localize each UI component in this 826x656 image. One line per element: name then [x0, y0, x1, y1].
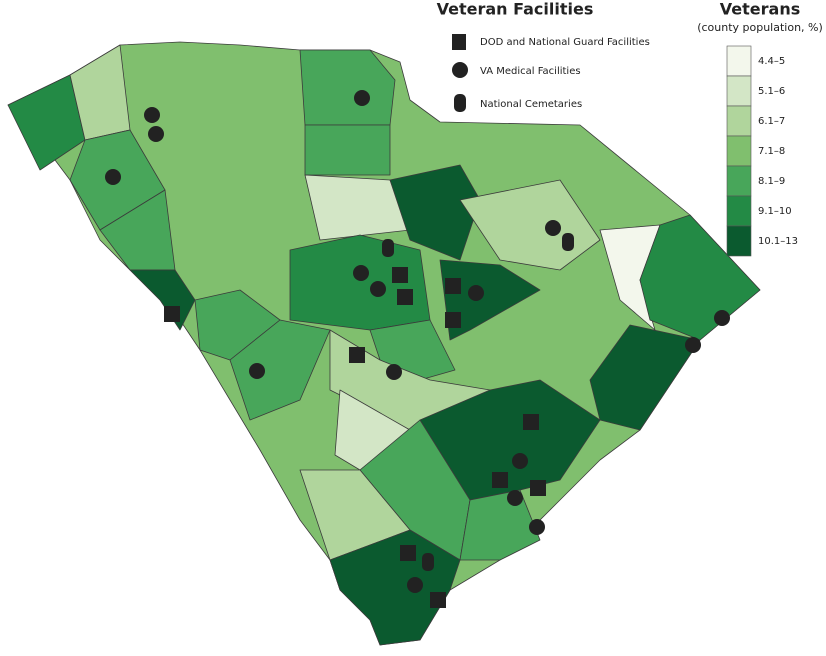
legend-title: Veterans	[720, 0, 800, 19]
county	[299, 49, 396, 126]
county	[289, 234, 431, 331]
dod-icon	[400, 545, 416, 561]
legend-label: 4.4–5	[758, 56, 785, 67]
legend-label: 10.1–13	[758, 236, 798, 247]
state-map	[7, 41, 761, 646]
dod-icon	[452, 34, 466, 50]
legend-title: Veteran Facilities	[437, 0, 594, 19]
county	[229, 319, 331, 421]
va-icon	[144, 107, 160, 123]
legend-label: 9.1–10	[758, 206, 792, 217]
va-icon	[714, 310, 730, 326]
legend-swatch	[726, 165, 752, 197]
dod-icon	[430, 592, 446, 608]
dod-icon	[392, 267, 408, 283]
va-icon	[148, 126, 164, 142]
legend-subtitle: (county population, %)	[697, 21, 823, 34]
legend-swatch	[726, 195, 752, 227]
dod-icon	[492, 472, 508, 488]
dod-icon	[164, 306, 180, 322]
legend-label: 5.1–6	[758, 86, 785, 97]
legend-swatch	[726, 105, 752, 137]
va-icon	[386, 364, 402, 380]
va-icon	[512, 453, 528, 469]
cemetery-icon	[422, 553, 434, 571]
dod-icon	[445, 312, 461, 328]
legend-label: 7.1–8	[758, 146, 785, 157]
va-icon	[370, 281, 386, 297]
va-icon	[105, 169, 121, 185]
dod-icon	[530, 480, 546, 496]
county	[589, 324, 701, 431]
legend-swatch	[726, 225, 752, 257]
va-icon	[452, 62, 468, 78]
legend-label: 8.1–9	[758, 176, 785, 187]
va-icon	[407, 577, 423, 593]
va-icon	[468, 285, 484, 301]
facility-icons	[105, 90, 730, 608]
dod-icon	[349, 347, 365, 363]
va-icon	[685, 337, 701, 353]
veterans-legend: Veterans (county population, %) 4.4–5 5.1…	[697, 0, 823, 257]
cemetery-icon	[454, 94, 466, 112]
dod-icon	[397, 289, 413, 305]
va-icon	[529, 519, 545, 535]
legend-label: DOD and National Guard Facilities	[480, 37, 650, 48]
legend-swatch	[726, 135, 752, 167]
legend-swatch	[726, 45, 752, 77]
dod-icon	[445, 278, 461, 294]
legend-label: 6.1–7	[758, 116, 785, 127]
va-icon	[353, 265, 369, 281]
legend-label: VA Medical Facilities	[480, 66, 581, 77]
va-icon	[507, 490, 523, 506]
cemetery-icon	[382, 239, 394, 257]
county	[304, 124, 391, 176]
legend-swatch	[726, 75, 752, 107]
va-icon	[249, 363, 265, 379]
va-icon	[354, 90, 370, 106]
legend-label: National Cemetaries	[480, 99, 582, 110]
facilities-legend: Veteran Facilities DOD and National Guar…	[437, 0, 650, 112]
dod-icon	[523, 414, 539, 430]
va-icon	[545, 220, 561, 236]
cemetery-icon	[562, 233, 574, 251]
county	[389, 164, 481, 261]
